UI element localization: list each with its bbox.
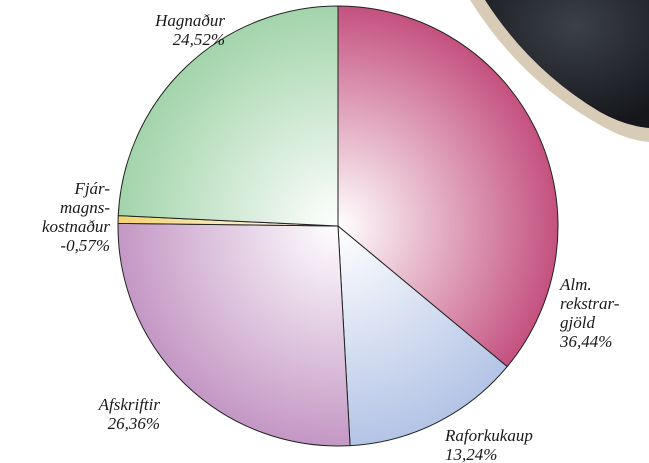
slice-label: kostnaður [42,217,110,236]
slice-label: Fjár- [73,179,110,198]
slice-label: rekstrar- [560,294,620,313]
value-label: 26,36% [108,414,160,433]
pie [118,6,558,446]
chart: Alm.rekstrar-gjöld36,44% Raforkukaup13,24… [0,0,649,463]
slice-label: magns- [60,198,110,217]
value-label: 24,52% [173,30,225,49]
value-label: 13,24% [445,445,497,463]
slice-label: Afskriftir [98,395,161,414]
slice-label: Hagnaður [154,11,225,30]
slice-label: Raforkukaup [444,426,533,445]
slice-label: Alm. [559,275,592,294]
value-label: 36,44% [559,332,612,351]
slice-label: gjöld [560,313,595,332]
pie-slice [118,6,338,226]
value-label: -0,57% [60,236,110,255]
